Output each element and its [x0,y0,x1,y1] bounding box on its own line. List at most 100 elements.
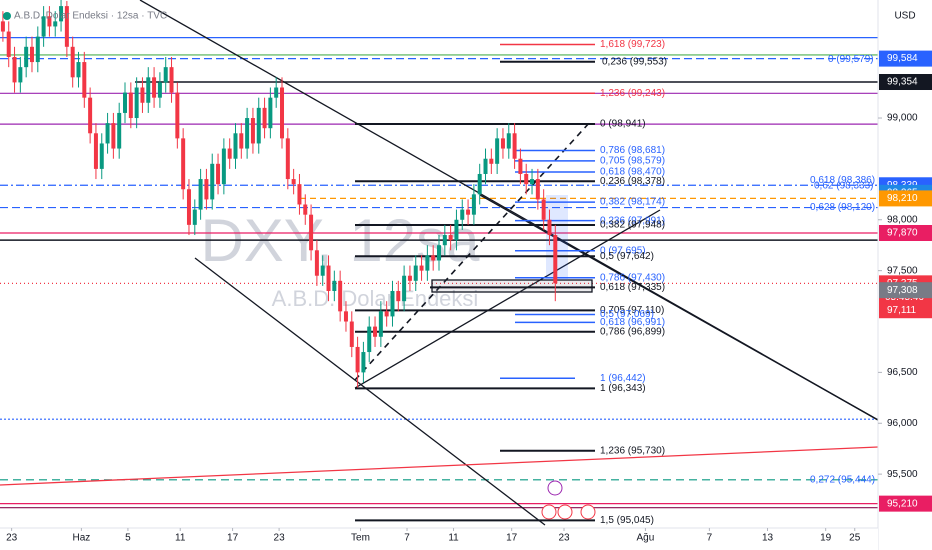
candle-body [483,158,488,174]
candle-body [460,209,465,220]
candle-body [221,148,226,185]
zone-box [431,279,593,293]
axes: 99,000 98,000 97,500 96,500 96,000 95,500 23 Ha… [6,50,932,544]
candle-body [338,280,343,312]
fib-label: 1,5 (95,045) [600,515,654,526]
chart-title: A.B.D. Dolar Endeksi · 12sa · TVC [14,11,167,22]
trend-line [479,194,879,421]
x-tick-label: Ağu [637,533,655,544]
candle-body [407,275,412,281]
candle-body [35,36,40,63]
candle-body [431,255,436,261]
candle-body [93,133,98,169]
candle-body [425,255,430,271]
candle-body [233,133,238,159]
candle-body [326,265,331,291]
candle-body [111,123,116,149]
candle-body [413,265,418,281]
trend-line [0,446,879,486]
fib-label: 1,618 (99,723) [600,39,665,50]
x-tick-label: 23 [6,533,18,544]
trend-line [354,209,661,389]
candle-body [280,87,285,139]
price-tag [879,282,932,299]
candle-body [152,77,157,98]
price-tag-label: 95,210 [887,498,918,509]
candle-body [192,209,197,225]
candle-body [245,118,250,149]
fib-label: 0,5 (97,069) [600,309,654,320]
fib-label: 0,705 (97,110) [600,305,664,316]
candle-body [128,92,133,119]
event-icons [541,480,596,520]
currency[interactable]: USD [894,11,915,22]
candle-body [256,107,261,144]
x-tick-label: Tem [351,533,370,544]
candle-body [123,92,128,113]
fib-label: 0,786 (97,430) [600,272,665,283]
price-tag [879,495,932,512]
x-tick-label: 23 [274,533,286,544]
y-tick-label: 96,500 [887,367,918,378]
x-tick-label: 7 [404,533,410,544]
candle-body [466,209,471,215]
fib-label: 0,618 (98,470) [600,167,665,178]
candle-body [524,173,529,185]
candle-body [442,235,447,246]
x-tick-label: 11 [448,533,459,544]
candle-body [367,326,372,353]
candle-body [204,179,209,200]
candle-body [117,112,122,149]
candle-body [41,16,46,37]
fib-label: 0,618 (96,991) [600,317,665,328]
candle-body [210,163,215,200]
fib-label: 1 (96,442) [600,373,646,384]
price-axis [878,0,932,550]
candle-body [320,265,325,276]
status-dot [3,12,11,20]
candle-body [297,184,302,205]
fib-label: 0,618 (97,335) [600,282,665,293]
candle-body [88,97,93,134]
candle-body [47,16,52,27]
fib-label: 0,62 (98,333) [814,181,874,192]
candle-body [402,275,407,302]
candle-body [0,21,5,32]
candle-body [274,87,279,98]
candle-body [70,46,75,78]
candle-body [477,173,482,195]
candle-body [6,31,11,57]
trend-line [354,121,591,381]
candle-body [454,219,459,241]
fib-label: 0,786 (96,899) [600,326,665,337]
candle-body [227,148,232,159]
fib-label: 1 (96,343) [600,383,646,394]
candle-body [396,290,401,302]
fib-label: 0 (97,695) [600,245,646,256]
candle-body [291,179,296,185]
fib-label: 0,382 (97,948) [600,220,665,231]
candle-body [314,250,319,276]
price-tag-label: 99,584 [887,53,918,64]
candle-body [82,62,87,98]
fib-label: 0,382 (98,174) [600,197,665,208]
candle-body [163,67,168,83]
annotations: 1,618 (99,723) 0,236 (99,553) 0 (99,579) 1,… [355,39,875,526]
event-icon [541,504,557,520]
fib-label: 0,236 (97,991) [600,215,665,226]
candles [0,0,558,388]
fib-label: 0,236 (98,378) [600,176,665,187]
candle-body [518,158,523,174]
candle-body [378,311,383,337]
candle-body [535,179,540,200]
y-tick-label: 98,000 [887,214,918,225]
x-tick-label: 25 [849,533,861,544]
candle-body [512,133,517,159]
candle-body [198,179,203,210]
candle-body [12,56,17,83]
x-tick-label: 17 [227,533,239,544]
y-tick-label: 96,000 [887,418,918,429]
candle-body [547,219,552,236]
